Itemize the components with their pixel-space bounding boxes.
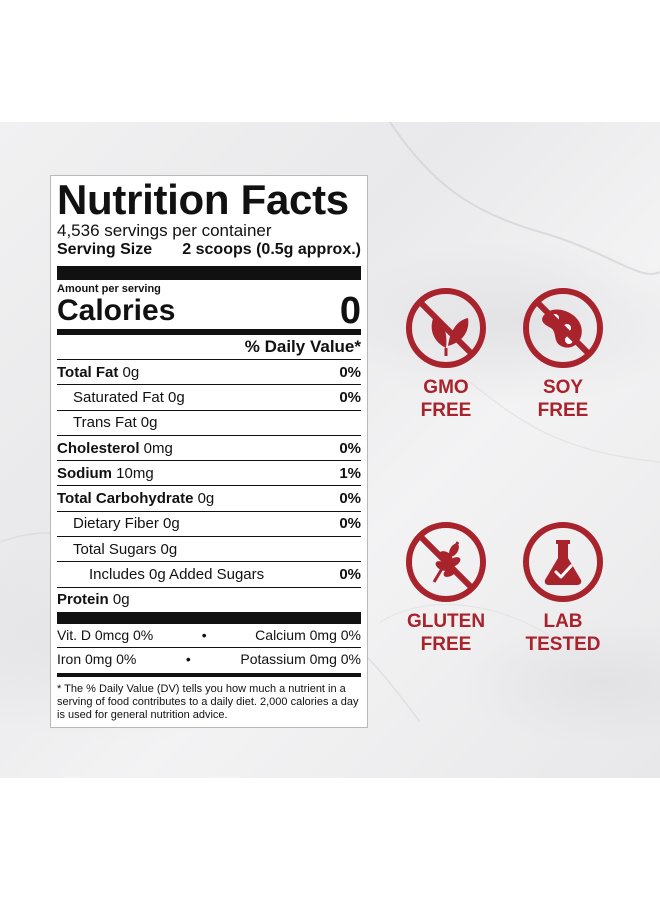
- vitamin-right: Potassium 0mg 0%: [240, 651, 361, 668]
- label-title: Nutrition Facts: [57, 176, 349, 223]
- leaf-icon: [406, 288, 486, 368]
- nutrient-name: Trans Fat 0g: [73, 414, 158, 432]
- separator-dot: •: [201, 627, 207, 644]
- nutrient-name: Dietary Fiber 0g: [73, 515, 180, 533]
- nutrient-name: Saturated Fat 0g: [73, 388, 185, 406]
- divider-thick: [57, 266, 361, 280]
- badge-line2: FREE: [537, 400, 589, 421]
- nutrient-amount: 10mg: [112, 464, 154, 482]
- nutrient-row-total-carbohydrate: Total Carbohydrate 0g 0%: [57, 485, 361, 510]
- badge-gmo-free: GMO FREE: [391, 286, 501, 422]
- amount-per-serving: Amount per serving: [57, 283, 161, 295]
- nutrient-pct: 1%: [339, 464, 361, 482]
- wheat-icon: [406, 522, 486, 602]
- calories-row: Calories 0: [57, 290, 361, 332]
- nutrient-row-total-sugars: Total Sugars 0g: [57, 536, 361, 561]
- nutrient-pct: 0%: [339, 439, 361, 457]
- nutrient-row-trans-fat: Trans Fat 0g: [57, 409, 361, 435]
- vitamin-left: Vit. D 0mcg 0%: [57, 627, 154, 644]
- calories-value: 0: [339, 290, 361, 332]
- daily-value-header: % Daily Value*: [244, 337, 361, 356]
- divider-thick-bottom: [57, 611, 361, 624]
- badge-line2: FREE: [420, 400, 472, 421]
- nutrient-amount: 0g: [108, 591, 130, 609]
- nutrient-row-sodium: Sodium 10mg 1%: [57, 460, 361, 485]
- badge-line2: FREE: [420, 634, 472, 655]
- nutrition-facts-label: Nutrition Facts 4,536 servings per conta…: [50, 175, 368, 728]
- badge-line2: TESTED: [525, 634, 601, 655]
- serving-size-label: Serving Size: [57, 241, 153, 258]
- badge-line1: GMO: [423, 377, 469, 398]
- badge-label: LAB TESTED: [508, 610, 618, 656]
- nutrient-amount: 0g: [193, 490, 215, 508]
- vitamin-row: Iron 0mg 0% • Potassium 0mg 0%: [57, 646, 361, 671]
- vitamin-right: Calcium 0mg 0%: [255, 627, 361, 644]
- badge-line1: SOY: [542, 377, 584, 398]
- nutrient-row-dietary-fiber: Dietary Fiber 0g 0%: [57, 510, 361, 536]
- badge-label: SOY FREE: [508, 376, 618, 422]
- vitamin-row: Vit. D 0mcg 0% • Calcium 0mg 0%: [57, 624, 361, 647]
- nutrient-name: Includes 0g Added Sugars: [89, 566, 265, 584]
- nutrient-pct: 0%: [339, 490, 361, 508]
- footnote: * The % Daily Value (DV) tells you how m…: [57, 682, 359, 721]
- badge-label: GLUTEN FREE: [391, 610, 501, 656]
- flask-icon: [523, 522, 603, 602]
- nutrient-name: Total Fat: [57, 363, 119, 381]
- nutrient-pct: 0%: [339, 515, 361, 533]
- separator-dot: •: [185, 651, 191, 668]
- nutrient-row-added-sugars: Includes 0g Added Sugars 0%: [57, 561, 361, 586]
- nutrient-amount: 0mg: [139, 439, 173, 457]
- divider-medium-bottom: [57, 672, 361, 677]
- serving-size-value: 2 scoops (0.5g approx.): [182, 241, 361, 258]
- badge-lab-tested: LAB TESTED: [508, 520, 618, 656]
- nutrient-name: Protein: [57, 591, 109, 609]
- divider-medium: [57, 329, 361, 335]
- nutrient-name: Total Sugars 0g: [73, 540, 178, 558]
- badge-soy-free: SOY FREE: [508, 286, 618, 422]
- nutrient-row-cholesterol: Cholesterol 0mg 0%: [57, 434, 361, 460]
- nutrient-amount: 0g: [118, 363, 140, 381]
- nutrient-name: Total Carbohydrate: [57, 490, 194, 508]
- nutrient-pct: 0%: [339, 388, 361, 406]
- badge-line1: GLUTEN: [406, 611, 486, 632]
- nutrient-name: Cholesterol: [57, 439, 140, 457]
- nutrient-pct: 0%: [339, 566, 361, 584]
- badge-label: GMO FREE: [391, 376, 501, 422]
- nutrient-row-protein: Protein 0g: [57, 586, 361, 612]
- nutrient-row-total-fat: Total Fat 0g 0%: [57, 359, 361, 384]
- badge-gluten-free: GLUTEN FREE: [391, 520, 501, 656]
- badge-line1: LAB: [543, 611, 583, 632]
- vitamin-left: Iron 0mg 0%: [57, 651, 137, 668]
- serving-size-row: Serving Size 2 scoops (0.5g approx.): [57, 240, 361, 260]
- nutrient-row-saturated-fat: Saturated Fat 0g 0%: [57, 384, 361, 409]
- nutrient-pct: 0%: [339, 363, 361, 381]
- servings-per-container: 4,536 servings per container: [57, 221, 272, 240]
- calories-label: Calories: [57, 294, 176, 327]
- nutrient-name: Sodium: [57, 464, 112, 482]
- soybean-icon: [523, 288, 603, 368]
